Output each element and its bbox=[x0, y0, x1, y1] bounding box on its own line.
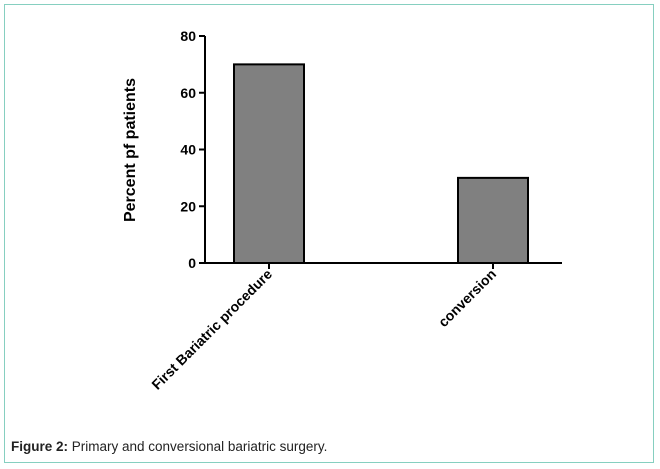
y-axis-label: Percent pf patients bbox=[122, 78, 139, 222]
bar bbox=[457, 176, 529, 264]
y-tick-label: 60 bbox=[180, 85, 196, 101]
y-tick-label: 20 bbox=[180, 198, 196, 214]
x-category-label: conversion bbox=[435, 266, 499, 330]
caption-label: Figure 2: bbox=[11, 439, 69, 454]
y-tick-label: 80 bbox=[180, 28, 196, 44]
bar bbox=[233, 63, 305, 264]
x-category-label: First Bariatric procedure bbox=[148, 266, 275, 393]
bar-chart: 0 20 40 60 80 First Bariatric procedure conve… bbox=[122, 28, 562, 393]
y-axis: 0 20 40 60 80 bbox=[180, 28, 206, 271]
y-tick-label: 40 bbox=[180, 142, 196, 158]
caption-text: Primary and conversional bariatric surge… bbox=[68, 439, 328, 454]
figure-caption: Figure 2: Primary and conversional baria… bbox=[11, 439, 327, 454]
figure-frame bbox=[4, 4, 654, 463]
x-axis: First Bariatric procedure conversion bbox=[148, 262, 562, 393]
bars bbox=[233, 63, 529, 264]
y-tick-label: 0 bbox=[188, 255, 196, 271]
